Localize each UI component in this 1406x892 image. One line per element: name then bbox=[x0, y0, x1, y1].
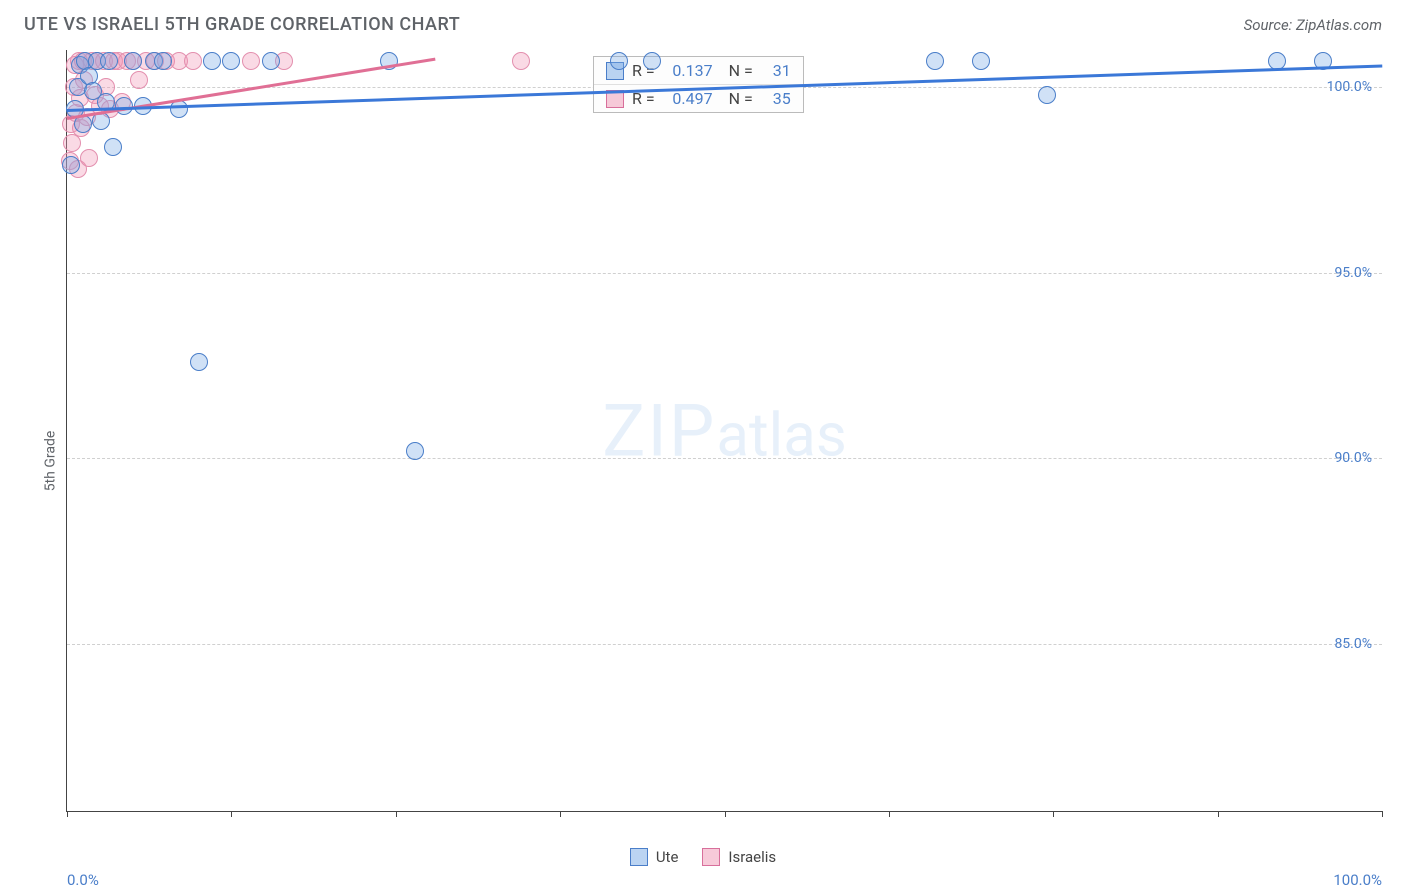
legend-item-ute: Ute bbox=[630, 848, 679, 866]
stats-label: N = bbox=[729, 89, 753, 108]
data-point bbox=[100, 52, 118, 70]
data-point bbox=[184, 52, 202, 70]
x-tick bbox=[889, 811, 890, 817]
legend-swatch-pink bbox=[702, 848, 720, 866]
y-tick-label: 90.0% bbox=[1334, 450, 1372, 466]
data-point bbox=[1038, 86, 1056, 104]
data-point bbox=[80, 149, 98, 167]
chart-container: 5th Grade ZIPatlas 85.0% 90.0% 95.0% 100.0%… bbox=[24, 50, 1382, 872]
y-tick-label: 100.0% bbox=[1327, 79, 1372, 95]
data-point bbox=[170, 100, 188, 118]
data-point bbox=[926, 52, 944, 70]
data-point bbox=[154, 52, 172, 70]
gridline bbox=[67, 644, 1382, 645]
x-tick bbox=[67, 811, 68, 817]
stats-n-value: 35 bbox=[761, 89, 791, 108]
gridline bbox=[67, 458, 1382, 459]
y-axis-label: 5th Grade bbox=[42, 431, 58, 492]
data-point bbox=[242, 52, 260, 70]
data-point bbox=[62, 156, 80, 174]
x-tick bbox=[231, 811, 232, 817]
stats-label: N = bbox=[729, 61, 753, 80]
data-point bbox=[203, 52, 221, 70]
y-tick-label: 95.0% bbox=[1334, 265, 1372, 281]
data-point bbox=[643, 52, 661, 70]
stats-r-value: 0.497 bbox=[663, 89, 713, 108]
data-point bbox=[512, 52, 530, 70]
data-point bbox=[262, 52, 280, 70]
source-attribution: Source: ZipAtlas.com bbox=[1244, 16, 1382, 34]
gridline bbox=[67, 273, 1382, 274]
x-tick bbox=[1218, 811, 1219, 817]
x-tick bbox=[396, 811, 397, 817]
x-tick bbox=[1382, 811, 1383, 817]
x-tick bbox=[725, 811, 726, 817]
data-point bbox=[972, 52, 990, 70]
data-point bbox=[115, 97, 133, 115]
data-point bbox=[124, 52, 142, 70]
legend-label: Israelis bbox=[728, 848, 776, 866]
chart-title: UTE VS ISRAELI 5TH GRADE CORRELATION CHA… bbox=[24, 14, 460, 35]
plot-area: ZIPatlas 85.0%90.0%95.0%100.0%0.0%100.0%… bbox=[66, 50, 1382, 812]
x-tick bbox=[560, 811, 561, 817]
x-tick-label: 0.0% bbox=[67, 871, 99, 889]
x-tick bbox=[1053, 811, 1054, 817]
data-point bbox=[610, 52, 628, 70]
y-tick-label: 85.0% bbox=[1334, 636, 1372, 652]
data-point bbox=[406, 442, 424, 460]
legend-item-israelis: Israelis bbox=[702, 848, 776, 866]
watermark: ZIPatlas bbox=[602, 388, 847, 473]
data-point bbox=[130, 71, 148, 89]
data-point bbox=[190, 353, 208, 371]
data-point bbox=[222, 52, 240, 70]
x-tick-label: 100.0% bbox=[1333, 871, 1382, 889]
legend-swatch-blue bbox=[630, 848, 648, 866]
legend-label: Ute bbox=[656, 848, 679, 866]
legend: Ute Israelis bbox=[24, 848, 1382, 866]
stats-n-value: 31 bbox=[761, 61, 791, 80]
data-point bbox=[104, 138, 122, 156]
stats-r-value: 0.137 bbox=[663, 61, 713, 80]
